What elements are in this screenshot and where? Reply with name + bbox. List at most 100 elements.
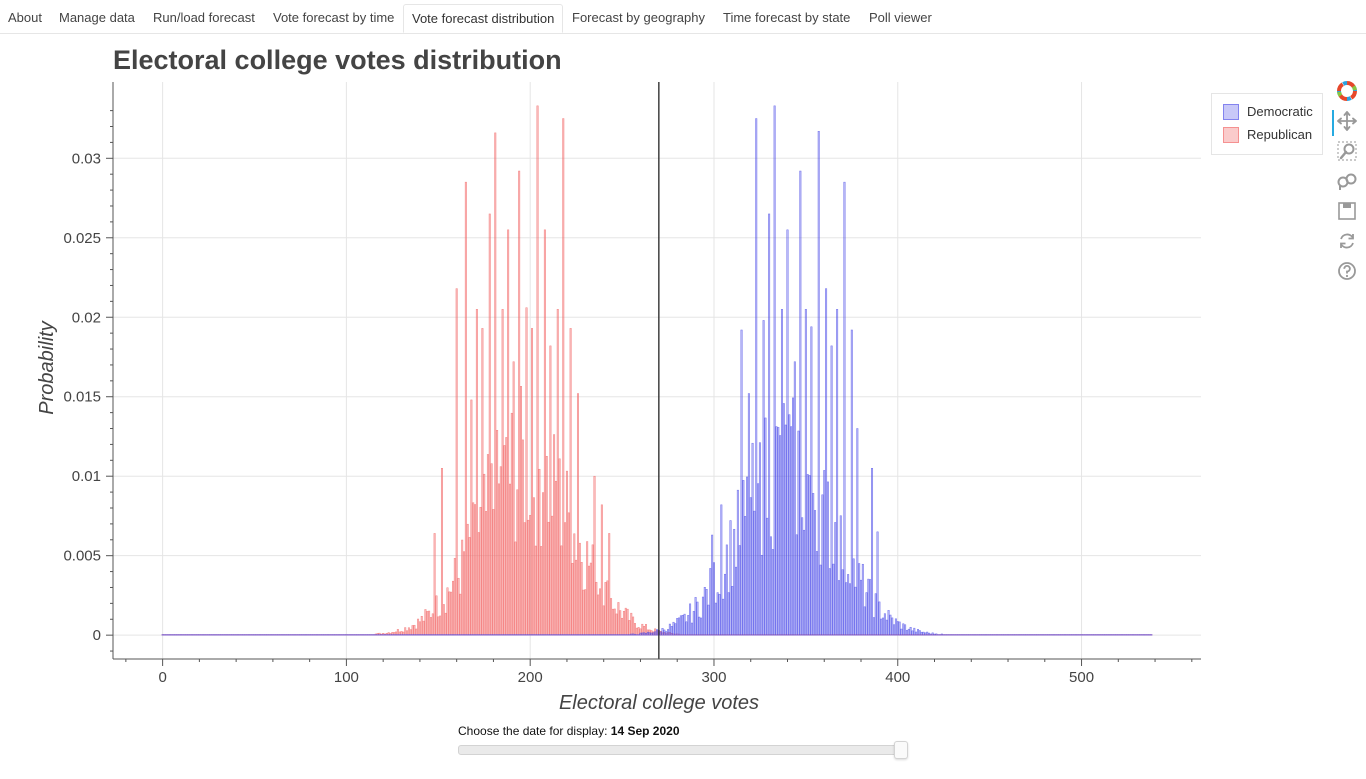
democratic-bar bbox=[780, 309, 783, 636]
democratic-bar bbox=[529, 634, 532, 636]
democratic-bar bbox=[856, 428, 859, 636]
democratic-bar bbox=[1069, 634, 1072, 636]
democratic-bar bbox=[275, 634, 278, 636]
democratic-bar bbox=[643, 632, 646, 636]
democratic-bar bbox=[396, 634, 399, 636]
democratic-bar bbox=[483, 634, 486, 636]
democratic-bar bbox=[319, 634, 322, 636]
republican-bar bbox=[426, 611, 429, 636]
democratic-bar bbox=[387, 634, 390, 636]
democratic-bar bbox=[343, 634, 346, 636]
democratic-bar bbox=[898, 621, 901, 636]
republican-bar bbox=[418, 621, 421, 636]
democratic-bar bbox=[409, 634, 412, 636]
democratic-bar bbox=[1135, 634, 1138, 636]
democratic-bar bbox=[852, 558, 855, 636]
tab-poll-viewer[interactable]: Poll viewer bbox=[869, 10, 932, 25]
democratic-bar bbox=[282, 634, 285, 636]
tab-about[interactable]: About bbox=[8, 10, 42, 25]
republican-bar bbox=[450, 591, 453, 636]
democratic-bar bbox=[246, 634, 249, 636]
democratic-bar bbox=[203, 634, 206, 636]
democratic-bar bbox=[832, 563, 835, 636]
republican-bar bbox=[527, 519, 530, 636]
democratic-bar bbox=[497, 634, 500, 636]
pan-icon[interactable] bbox=[1337, 111, 1357, 131]
democratic-bar bbox=[358, 634, 361, 636]
democratic-bar bbox=[196, 634, 199, 636]
tab-run-load-forecast[interactable]: Run/load forecast bbox=[153, 10, 255, 25]
save-icon[interactable] bbox=[1337, 201, 1357, 221]
date-slider-handle[interactable] bbox=[894, 741, 908, 759]
democratic-bar bbox=[1034, 634, 1037, 636]
democratic-bar bbox=[286, 634, 289, 636]
democratic-bar bbox=[735, 566, 738, 636]
democratic-bar bbox=[474, 634, 477, 636]
democratic-bar bbox=[644, 633, 647, 636]
democratic-bar bbox=[297, 634, 300, 636]
democratic-bar bbox=[648, 632, 651, 636]
democratic-bar bbox=[284, 634, 287, 636]
democratic-bar bbox=[848, 583, 851, 636]
democratic-bar bbox=[600, 634, 603, 636]
democratic-bar bbox=[268, 634, 271, 636]
democratic-bar bbox=[213, 634, 216, 636]
democratic-bar bbox=[477, 634, 480, 636]
democratic-bar bbox=[1139, 634, 1142, 636]
republican-bar bbox=[442, 604, 445, 636]
republican-bar bbox=[624, 607, 627, 636]
democratic-bar bbox=[707, 604, 710, 636]
democratic-bar bbox=[1056, 634, 1059, 636]
democratic-bar bbox=[218, 634, 221, 636]
republican-bar bbox=[420, 616, 423, 636]
republican-bar bbox=[494, 132, 497, 636]
republican-bar bbox=[455, 288, 458, 636]
democratic-bar bbox=[885, 619, 888, 636]
republican-bar bbox=[593, 475, 596, 636]
reset-icon[interactable] bbox=[1337, 231, 1357, 251]
help-icon[interactable] bbox=[1337, 261, 1357, 281]
democratic-bar bbox=[406, 634, 409, 636]
democratic-bar bbox=[292, 634, 295, 636]
wheel-zoom-icon[interactable] bbox=[1337, 171, 1357, 191]
democratic-bar bbox=[920, 631, 923, 636]
republican-bar bbox=[507, 229, 510, 636]
tab-vote-forecast-by-time[interactable]: Vote forecast by time bbox=[273, 10, 395, 25]
date-slider-label: Choose the date for display: 14 Sep 2020 bbox=[458, 724, 680, 738]
y-tick-label: 0.01 bbox=[72, 468, 101, 485]
republican-bar bbox=[431, 613, 434, 636]
democratic-bar bbox=[782, 403, 785, 636]
box-zoom-icon[interactable] bbox=[1337, 141, 1357, 161]
grid-lines bbox=[113, 82, 1201, 659]
democratic-bar bbox=[606, 634, 609, 636]
active-tool-indicator bbox=[1332, 110, 1334, 136]
democratic-bar bbox=[455, 634, 458, 636]
democratic-bar bbox=[553, 634, 556, 636]
democratic-bar bbox=[665, 631, 668, 636]
republican-bar bbox=[439, 615, 442, 636]
democratic-bar bbox=[736, 489, 739, 636]
tab-time-forecast-by-state[interactable]: Time forecast by state bbox=[723, 10, 851, 25]
tab-manage-data[interactable]: Manage data bbox=[59, 10, 135, 25]
date-slider-track[interactable] bbox=[458, 745, 908, 755]
republican-bar bbox=[621, 617, 624, 636]
x-tick-label: 400 bbox=[885, 669, 910, 686]
republican-bar bbox=[407, 627, 410, 636]
democratic-bar bbox=[970, 634, 973, 636]
bokeh-logo-icon[interactable] bbox=[1337, 81, 1357, 101]
republican-bar bbox=[588, 565, 590, 636]
tab-forecast-by-geography[interactable]: Forecast by geography bbox=[572, 10, 705, 25]
democratic-bar bbox=[336, 634, 339, 636]
tab-vote-forecast-distribution[interactable]: Vote forecast distribution bbox=[403, 4, 564, 33]
democratic-bar bbox=[1148, 634, 1151, 636]
x-tick-label: 100 bbox=[334, 669, 359, 686]
democratic-bar bbox=[632, 633, 635, 636]
democratic-bar bbox=[753, 510, 756, 636]
democratic-bar bbox=[475, 634, 478, 636]
democratic-bar bbox=[167, 634, 170, 636]
democratic-bar bbox=[330, 634, 333, 636]
democratic-bar bbox=[837, 580, 840, 636]
democratic-bar bbox=[839, 515, 842, 636]
republican-bar bbox=[435, 595, 438, 636]
